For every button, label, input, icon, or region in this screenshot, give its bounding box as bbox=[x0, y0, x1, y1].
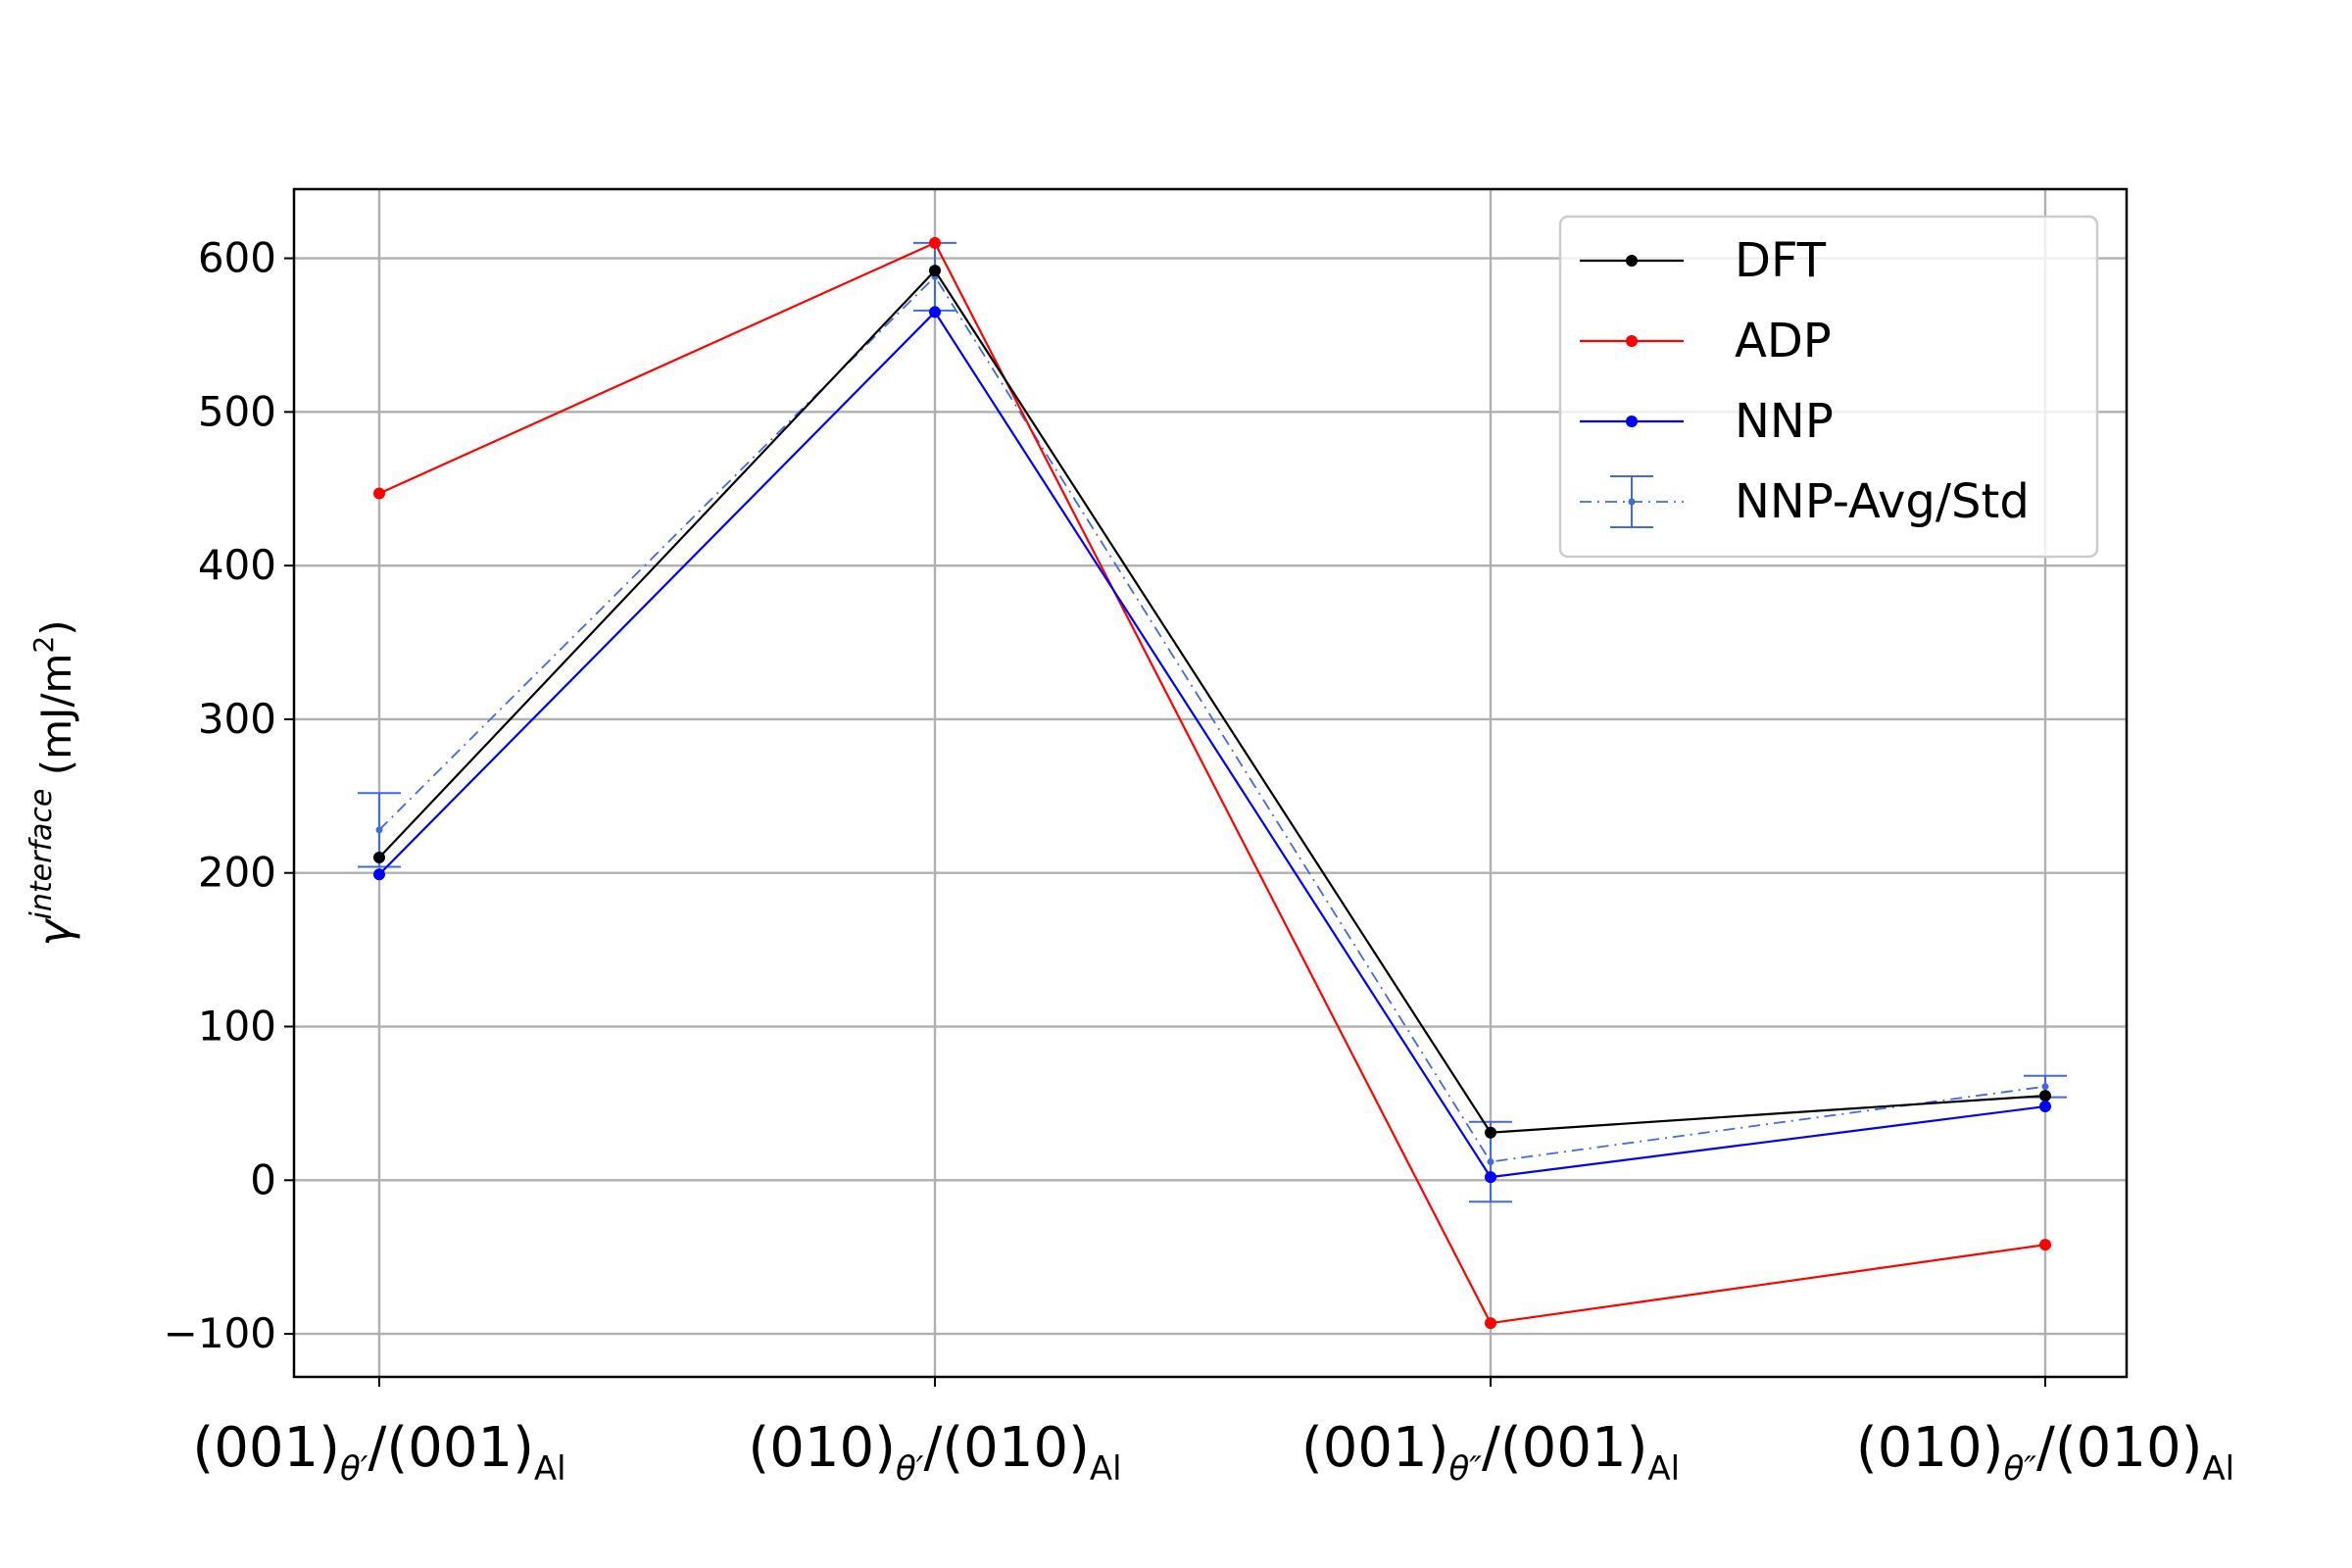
data-point bbox=[373, 487, 385, 500]
legend-label: ADP bbox=[1735, 314, 1832, 368]
y-tick-label: 400 bbox=[198, 541, 276, 589]
series-line bbox=[378, 310, 2046, 1179]
x-tick-label-part: (010) bbox=[748, 1416, 896, 1480]
series-nnp bbox=[373, 306, 2051, 1184]
y-axis-label-superscript: interface bbox=[24, 789, 59, 920]
series-line bbox=[378, 269, 2046, 1134]
y-axis-label-unit: (mJ/m bbox=[32, 654, 80, 789]
data-point bbox=[373, 852, 385, 864]
legend-swatch-marker bbox=[1626, 416, 1638, 427]
legend-box bbox=[1558, 215, 2099, 559]
x-tick-label-subscript: θ′ bbox=[340, 1449, 368, 1489]
x-tick-label-part: /(010) bbox=[923, 1416, 1089, 1480]
y-tick-label: −100 bbox=[164, 1309, 276, 1357]
y-tick-label: 300 bbox=[198, 695, 276, 743]
x-tick-label-part: (001) bbox=[1301, 1416, 1449, 1480]
legend-swatch-marker bbox=[1626, 255, 1638, 267]
data-point bbox=[375, 826, 383, 834]
series-dft bbox=[373, 265, 2051, 1139]
x-tick-label-subscript: Al bbox=[2202, 1449, 2234, 1489]
legend-swatch-marker bbox=[1628, 498, 1636, 506]
x-tick-label: (010)θ′/(010)Al bbox=[748, 1416, 1121, 1489]
legend-item: DFT bbox=[1580, 233, 1827, 288]
series-adp bbox=[373, 236, 2051, 1330]
y-tick-label: 600 bbox=[198, 234, 276, 282]
x-tick-label: (001)θ′/(001)Al bbox=[192, 1416, 565, 1489]
legend: DFT ADP NNP NNP-Avg/Std bbox=[1558, 215, 2099, 559]
series-layer bbox=[358, 236, 2067, 1330]
series-line bbox=[378, 274, 2046, 1163]
y-tick-label: 0 bbox=[250, 1155, 276, 1203]
y-tick-label: 500 bbox=[198, 387, 276, 435]
x-tick-label-subscript: Al bbox=[1647, 1449, 1680, 1489]
legend-item: NNP-Avg/Std bbox=[1580, 474, 2030, 529]
data-point bbox=[929, 236, 941, 249]
x-tick-label-subscript: θ′ bbox=[896, 1449, 924, 1489]
data-point bbox=[373, 868, 385, 881]
data-point bbox=[1485, 1317, 1496, 1330]
y-axis-label-symbol: γ bbox=[28, 917, 81, 947]
x-tick-label-subscript: Al bbox=[534, 1449, 566, 1489]
data-point bbox=[1485, 1126, 1496, 1139]
y-axis-label-unit: ) bbox=[32, 619, 80, 635]
plot-frame bbox=[292, 187, 2129, 1379]
data-point bbox=[2039, 1239, 2051, 1251]
x-tick-label-subscript: θ″ bbox=[2003, 1449, 2036, 1489]
y-tick-label: 200 bbox=[198, 849, 276, 897]
x-tick-label-part: /(001) bbox=[1482, 1416, 1647, 1480]
legend-swatch-marker bbox=[1626, 335, 1638, 347]
data-point bbox=[2041, 1083, 2049, 1091]
x-tick-label: (001)θ″/(001)Al bbox=[1301, 1416, 1680, 1489]
legend-label: NNP-Avg/Std bbox=[1735, 474, 2030, 529]
y-axis-label-unit-superscript: 2 bbox=[27, 636, 60, 654]
x-tick-label-subscript: Al bbox=[1090, 1449, 1122, 1489]
legend-item: NNP bbox=[1580, 394, 1834, 449]
x-tick-label: (010)θ″/(010)Al bbox=[1856, 1416, 2234, 1489]
data-point bbox=[2039, 1090, 2051, 1102]
data-point bbox=[2039, 1101, 2051, 1113]
data-point bbox=[929, 306, 941, 318]
x-tick-label-part: (010) bbox=[1856, 1416, 2004, 1480]
series-line bbox=[378, 241, 2046, 1325]
data-point bbox=[1485, 1171, 1496, 1184]
x-tick-label-subscript: θ″ bbox=[1448, 1449, 1482, 1489]
legend-item: ADP bbox=[1580, 314, 1832, 368]
legend-label: NNP bbox=[1735, 394, 1834, 449]
x-tick-label-part: /(001) bbox=[368, 1416, 533, 1480]
x-tick-label-part: /(010) bbox=[2036, 1416, 2202, 1480]
data-point bbox=[1487, 1157, 1494, 1165]
data-point bbox=[929, 265, 941, 277]
y-axis-label: γinterface (mJ/m2) bbox=[24, 619, 81, 946]
y-tick-label: 100 bbox=[198, 1003, 276, 1051]
x-tick-label-part: (001) bbox=[192, 1416, 340, 1480]
legend-label: DFT bbox=[1735, 233, 1827, 288]
